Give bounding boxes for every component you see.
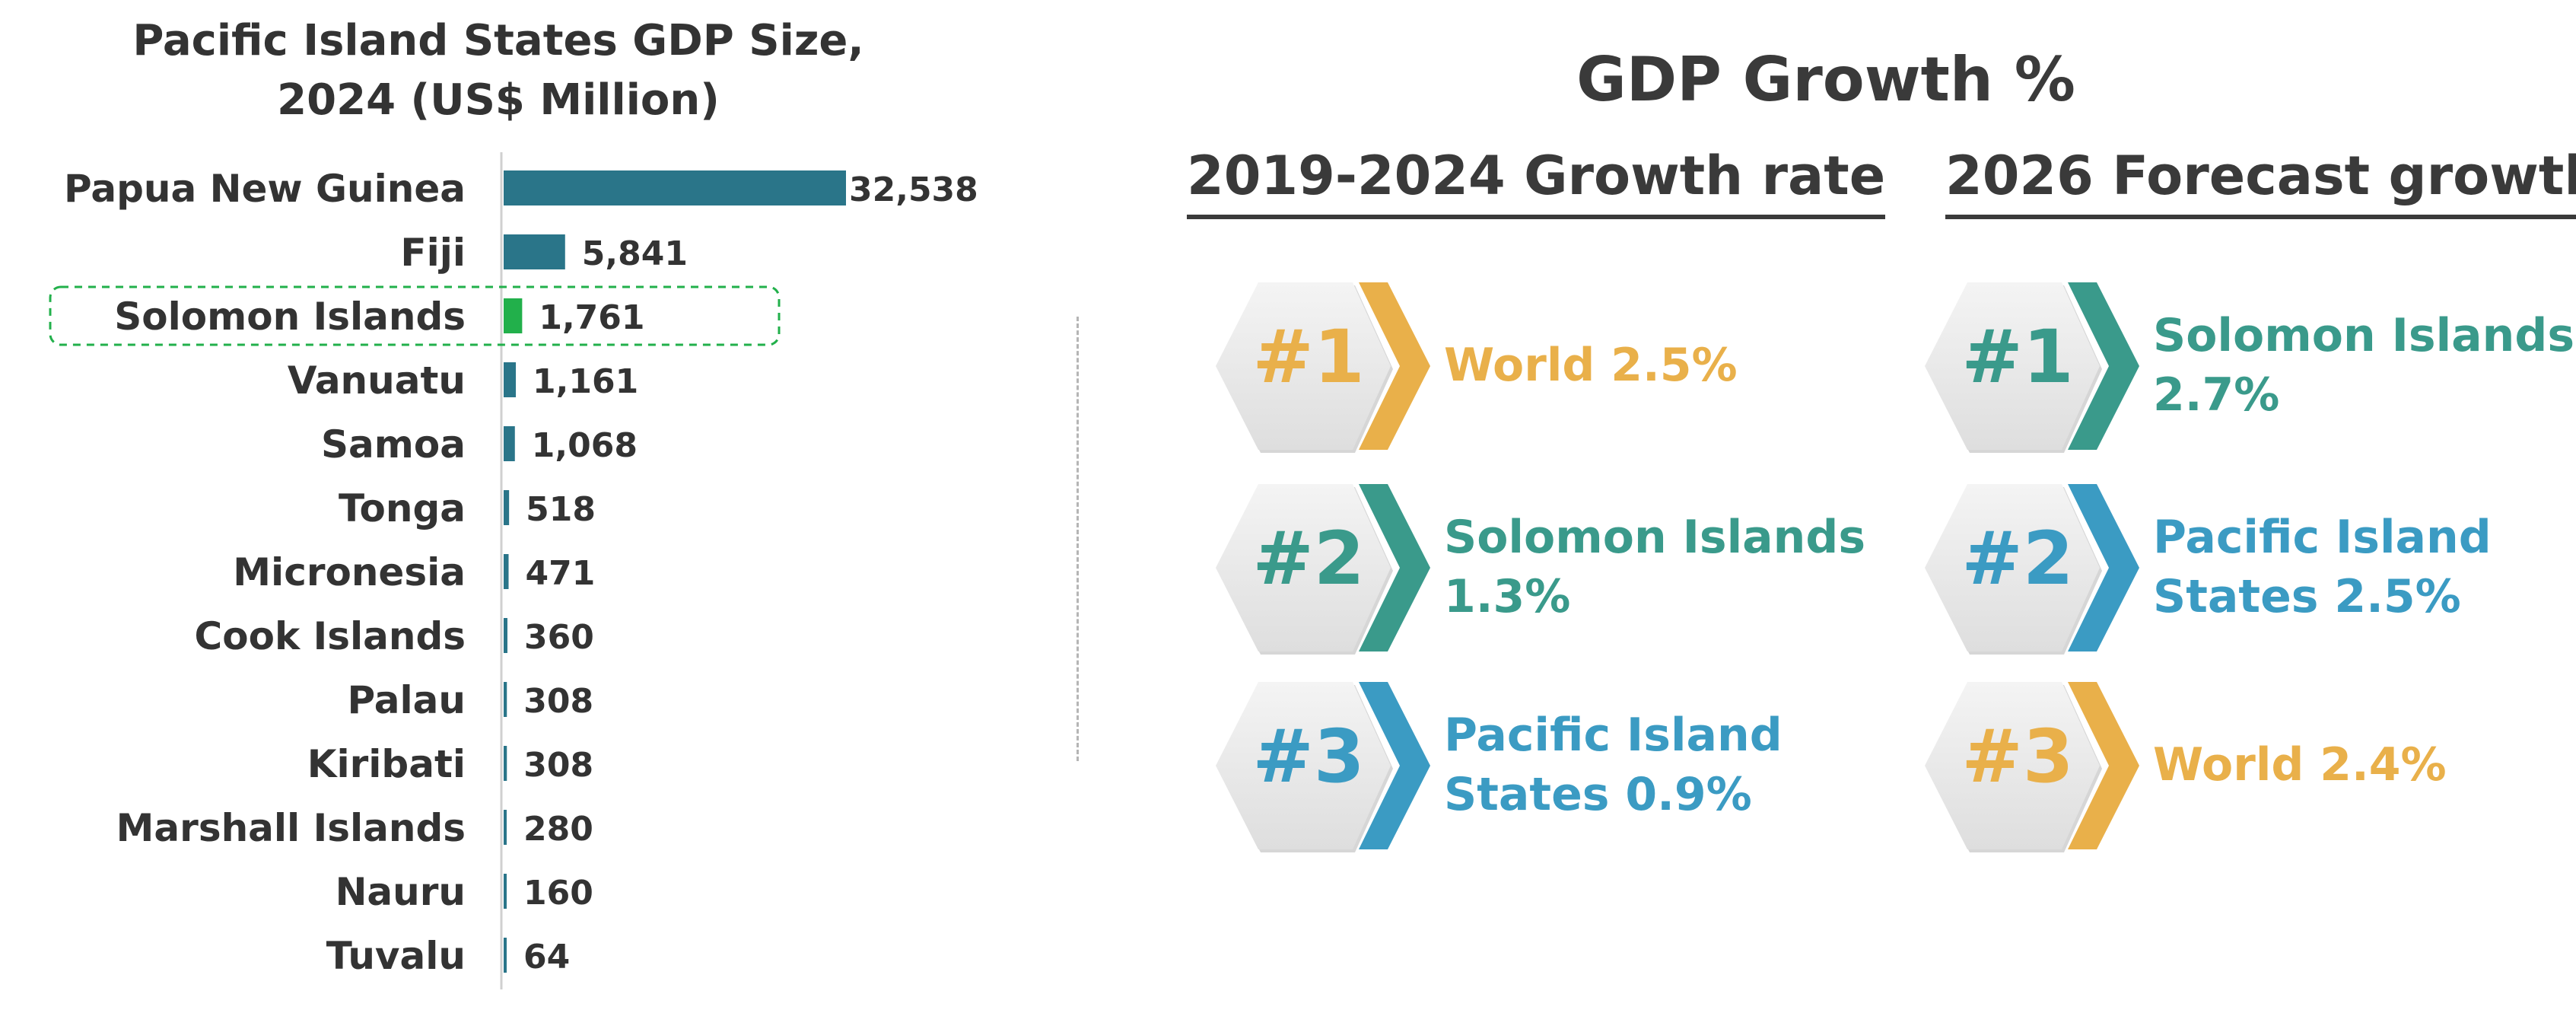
hexagon-chevron-badge	[1216, 484, 1430, 655]
bar	[504, 746, 507, 781]
bar	[504, 682, 507, 717]
rank-number: #2	[1252, 516, 1365, 601]
rank-item: #3 World 2.4%	[1919, 677, 2576, 854]
value-label: 64	[523, 938, 570, 976]
growth-title: GDP Growth %	[1576, 44, 2075, 115]
bar	[504, 426, 515, 461]
value-label: 160	[523, 874, 593, 913]
category-label: Fiji	[400, 231, 466, 275]
column-heading: 2019-2024 Growth rate	[1187, 145, 1886, 219]
category-label: Tonga	[339, 486, 466, 530]
chart-title-line-2: 2024 (US$ Million)	[277, 75, 720, 125]
category-label: Vanuatu	[288, 358, 466, 403]
value-label: 280	[523, 810, 593, 849]
rank-number: #3	[1252, 714, 1365, 799]
value-label: 518	[526, 490, 596, 529]
value-label: 308	[523, 746, 593, 785]
category-label: Papua New Guinea	[64, 167, 466, 211]
section-divider	[1077, 317, 1079, 761]
bar	[504, 874, 507, 909]
chart-title-line-1: Pacific Island States GDP Size,	[132, 16, 863, 65]
hexagon-chevron-badge	[1216, 682, 1430, 852]
value-label: 5,841	[582, 234, 688, 273]
rank-number: #1	[1961, 314, 2074, 400]
category-label: Kiribati	[307, 742, 466, 786]
rank-text-line: States 2.5%	[2153, 570, 2461, 623]
rank-text-line: States 0.9%	[1444, 768, 1752, 821]
column-heading: 2026 Forecast growth	[1945, 145, 2576, 219]
rank-text: Pacific Island States 0.9%	[1444, 706, 1783, 824]
value-label: 308	[523, 682, 593, 721]
bar	[504, 490, 510, 525]
rank-text-line: 1.3%	[1444, 570, 1571, 623]
category-label: Marshall Islands	[116, 806, 466, 850]
rank-text-line: Pacific Island	[2153, 511, 2492, 564]
rank-number: #1	[1252, 314, 1365, 400]
bar	[504, 170, 846, 205]
category-label: Cook Islands	[195, 614, 466, 658]
hexagon-chevron-badge	[1925, 282, 2139, 453]
bar	[504, 362, 517, 397]
bar	[504, 938, 507, 973]
rank-text: Solomon Islands 1.3%	[1444, 508, 1865, 626]
rank-text: World 2.4%	[2153, 735, 2447, 795]
rank-item: #2 Pacific Island States 2.5%	[1919, 479, 2576, 656]
value-label: 1,068	[532, 426, 638, 465]
rank-text-line: Solomon Islands	[2153, 309, 2575, 362]
highlight-frame	[49, 285, 781, 346]
rank-item: #3 Pacific Island States 0.9%	[1210, 677, 1894, 854]
category-label: Solomon Islands	[114, 295, 466, 339]
rank-text-line: 2.7%	[2153, 368, 2280, 422]
hexagon-chevron-badge	[1216, 282, 1430, 453]
bar	[504, 554, 509, 589]
value-label: 471	[526, 554, 596, 593]
bar	[504, 810, 507, 845]
rank-item: #1 World 2.5%	[1210, 278, 1894, 454]
rank-text: Solomon Islands 2.7%	[2153, 306, 2574, 425]
value-label: 1,761	[539, 298, 644, 337]
rank-text-line: World 2.5%	[1444, 339, 1738, 392]
category-label: Nauru	[336, 870, 466, 914]
gdp-size-bar-chart: Pacific Island States GDP Size, 2024 (US…	[49, 16, 978, 989]
value-label: 32,538	[849, 170, 978, 209]
rank-number: #3	[1961, 714, 2074, 799]
value-label: 1,161	[533, 362, 638, 401]
bar	[504, 234, 565, 269]
rank-text-line: World 2.4%	[2153, 738, 2447, 792]
category-label: Tuvalu	[326, 934, 466, 978]
category-label: Palau	[347, 678, 466, 722]
rank-item: #2 Solomon Islands 1.3%	[1210, 479, 1894, 656]
bar	[504, 618, 507, 653]
bar-highlight	[504, 298, 523, 333]
hexagon-chevron-badge	[1925, 682, 2139, 852]
rank-item: #1 Solomon Islands 2.7%	[1919, 278, 2576, 454]
category-label: Samoa	[321, 422, 466, 467]
rank-text: Pacific Island States 2.5%	[2153, 508, 2492, 626]
category-label: Micronesia	[233, 550, 466, 594]
rank-text-line: Solomon Islands	[1444, 511, 1866, 564]
hexagon-chevron-badge	[1925, 484, 2139, 655]
rank-text: World 2.5%	[1444, 336, 1738, 395]
rank-number: #2	[1961, 516, 2074, 601]
rank-text-line: Pacific Island	[1444, 709, 1783, 762]
value-label: 360	[524, 618, 594, 657]
